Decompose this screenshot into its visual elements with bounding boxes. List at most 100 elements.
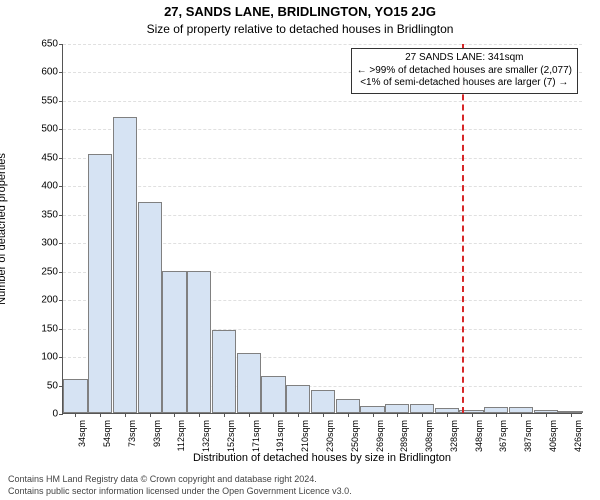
xtick-label: 54sqm bbox=[102, 420, 112, 447]
xtick-mark bbox=[348, 413, 349, 417]
gridline bbox=[63, 44, 582, 45]
xtick-mark bbox=[472, 413, 473, 417]
bar bbox=[261, 376, 285, 413]
xtick-mark bbox=[249, 413, 250, 417]
xtick-mark bbox=[125, 413, 126, 417]
xtick-label: 250sqm bbox=[350, 420, 360, 452]
xtick-label: 426sqm bbox=[573, 420, 583, 452]
xtick-label: 289sqm bbox=[399, 420, 409, 452]
xtick-mark bbox=[546, 413, 547, 417]
ytick-label: 400 bbox=[18, 181, 58, 192]
ytick-mark bbox=[59, 357, 63, 358]
ytick-mark bbox=[59, 414, 63, 415]
xtick-label: 112sqm bbox=[176, 420, 186, 451]
ytick-mark bbox=[59, 72, 63, 73]
bar bbox=[410, 404, 434, 413]
ytick-label: 550 bbox=[18, 95, 58, 106]
ytick-label: 450 bbox=[18, 152, 58, 163]
xtick-label: 171sqm bbox=[251, 420, 261, 452]
xtick-label: 308sqm bbox=[424, 420, 434, 452]
xtick-mark bbox=[150, 413, 151, 417]
ytick-mark bbox=[59, 215, 63, 216]
gridline bbox=[63, 129, 582, 130]
gridline bbox=[63, 158, 582, 159]
xtick-mark bbox=[397, 413, 398, 417]
ytick-mark bbox=[59, 129, 63, 130]
ytick-label: 500 bbox=[18, 124, 58, 135]
annotation-box: 27 SANDS LANE: 341sqm ← >99% of detached… bbox=[351, 48, 578, 94]
y-axis-label: Number of detached properties bbox=[0, 77, 8, 229]
ytick-label: 300 bbox=[18, 238, 58, 249]
ytick-mark bbox=[59, 186, 63, 187]
xtick-mark bbox=[75, 413, 76, 417]
bar bbox=[63, 379, 87, 413]
ytick-label: 50 bbox=[18, 380, 58, 391]
bar bbox=[212, 330, 236, 413]
xtick-label: 93sqm bbox=[152, 420, 162, 447]
xtick-label: 73sqm bbox=[127, 420, 137, 447]
bar bbox=[187, 271, 211, 413]
xtick-label: 387sqm bbox=[523, 420, 533, 452]
xtick-mark bbox=[100, 413, 101, 417]
bar bbox=[113, 117, 137, 413]
xtick-mark bbox=[224, 413, 225, 417]
xtick-label: 34sqm bbox=[77, 420, 87, 447]
xtick-mark bbox=[447, 413, 448, 417]
bar bbox=[311, 390, 335, 413]
ytick-mark bbox=[59, 300, 63, 301]
ytick-mark bbox=[59, 329, 63, 330]
xtick-mark bbox=[298, 413, 299, 417]
gridline bbox=[63, 101, 582, 102]
plot-area: 27 SANDS LANE: 341sqm ← >99% of detached… bbox=[62, 44, 582, 414]
annotation-line3: <1% of semi-detached houses are larger (… bbox=[357, 77, 572, 90]
ytick-label: 100 bbox=[18, 352, 58, 363]
x-axis-label: Distribution of detached houses by size … bbox=[62, 452, 582, 464]
ytick-mark bbox=[59, 243, 63, 244]
ytick-mark bbox=[59, 44, 63, 45]
xtick-label: 210sqm bbox=[300, 420, 310, 452]
xtick-mark bbox=[521, 413, 522, 417]
xtick-label: 269sqm bbox=[375, 420, 385, 452]
ytick-label: 0 bbox=[18, 409, 58, 420]
ytick-label: 600 bbox=[18, 67, 58, 78]
ytick-label: 350 bbox=[18, 209, 58, 220]
ytick-label: 150 bbox=[18, 323, 58, 334]
ytick-label: 250 bbox=[18, 266, 58, 277]
xtick-label: 328sqm bbox=[449, 420, 459, 452]
xtick-mark bbox=[422, 413, 423, 417]
bar bbox=[385, 404, 409, 413]
xtick-mark bbox=[323, 413, 324, 417]
reference-line bbox=[462, 44, 464, 413]
xtick-label: 230sqm bbox=[325, 420, 335, 452]
ytick-mark bbox=[59, 158, 63, 159]
bar bbox=[162, 271, 186, 413]
footnote-1: Contains HM Land Registry data © Crown c… bbox=[8, 474, 317, 484]
ytick-mark bbox=[59, 272, 63, 273]
gridline bbox=[63, 186, 582, 187]
footnote-2: Contains public sector information licen… bbox=[8, 486, 352, 496]
xtick-mark bbox=[571, 413, 572, 417]
xtick-mark bbox=[496, 413, 497, 417]
xtick-label: 191sqm bbox=[275, 420, 285, 452]
page-title: 27, SANDS LANE, BRIDLINGTON, YO15 2JG bbox=[0, 4, 600, 19]
xtick-label: 406sqm bbox=[548, 420, 558, 452]
xtick-label: 152sqm bbox=[226, 420, 236, 452]
bar bbox=[360, 406, 384, 413]
chart-subtitle: Size of property relative to detached ho… bbox=[0, 22, 600, 36]
ytick-label: 650 bbox=[18, 39, 58, 50]
annotation-line2: ← >99% of detached houses are smaller (2… bbox=[357, 65, 572, 78]
annotation-line1: 27 SANDS LANE: 341sqm bbox=[357, 52, 572, 65]
xtick-mark bbox=[373, 413, 374, 417]
bar bbox=[237, 353, 261, 413]
xtick-mark bbox=[273, 413, 274, 417]
xtick-mark bbox=[199, 413, 200, 417]
ytick-label: 200 bbox=[18, 295, 58, 306]
bar bbox=[88, 154, 112, 413]
ytick-mark bbox=[59, 101, 63, 102]
bar bbox=[336, 399, 360, 413]
bar bbox=[286, 385, 310, 413]
xtick-label: 132sqm bbox=[201, 420, 211, 452]
xtick-label: 367sqm bbox=[498, 420, 508, 452]
bar bbox=[138, 202, 162, 413]
xtick-mark bbox=[174, 413, 175, 417]
